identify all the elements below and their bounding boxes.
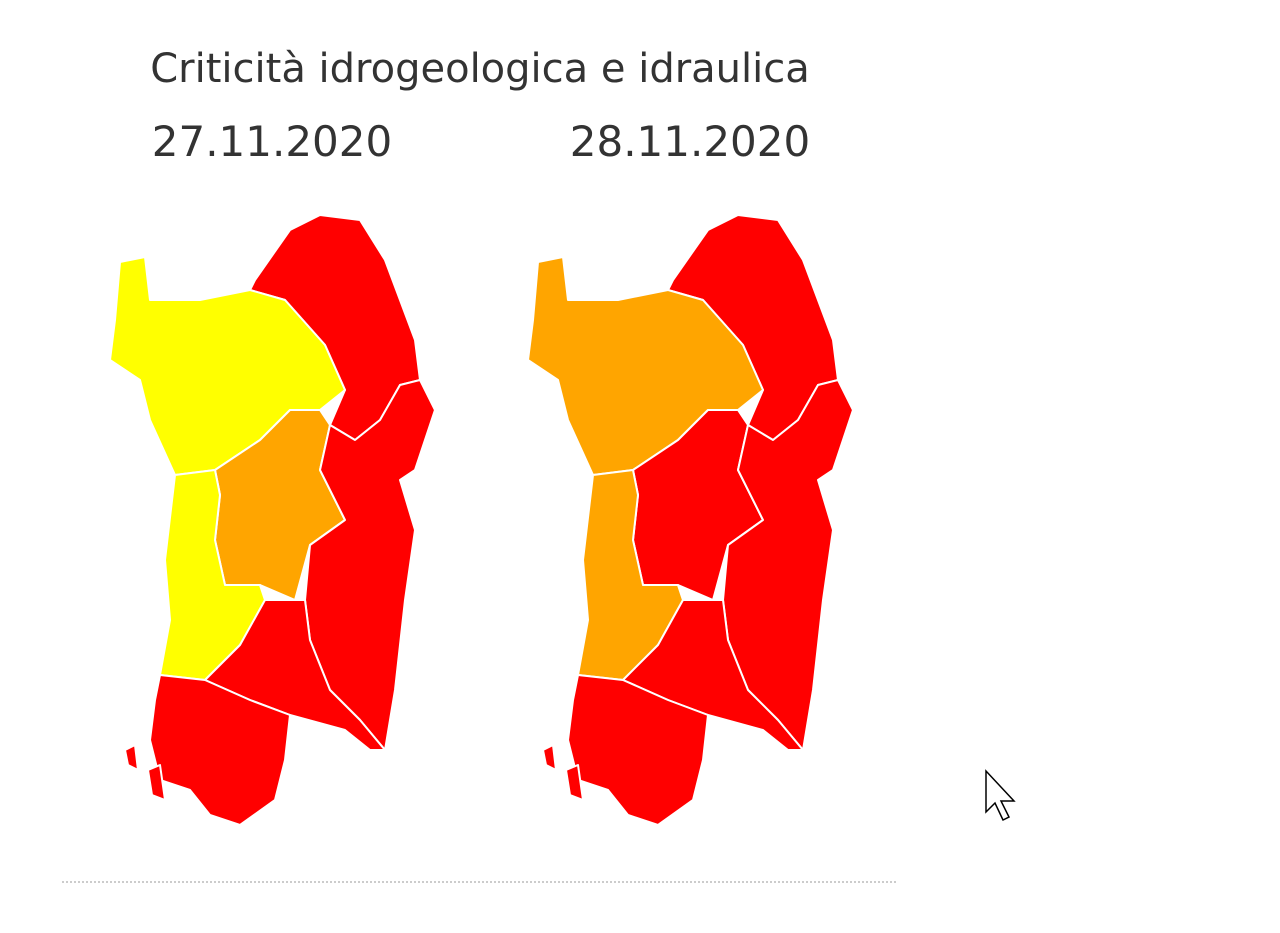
date-label: 28.11.2020 (570, 117, 810, 166)
date-label: 27.11.2020 (152, 117, 392, 166)
title: Criticità idrogeologica e idraulica (150, 46, 810, 92)
cursor (985, 769, 1016, 822)
map-left (109, 214, 436, 826)
map-right (527, 214, 854, 826)
